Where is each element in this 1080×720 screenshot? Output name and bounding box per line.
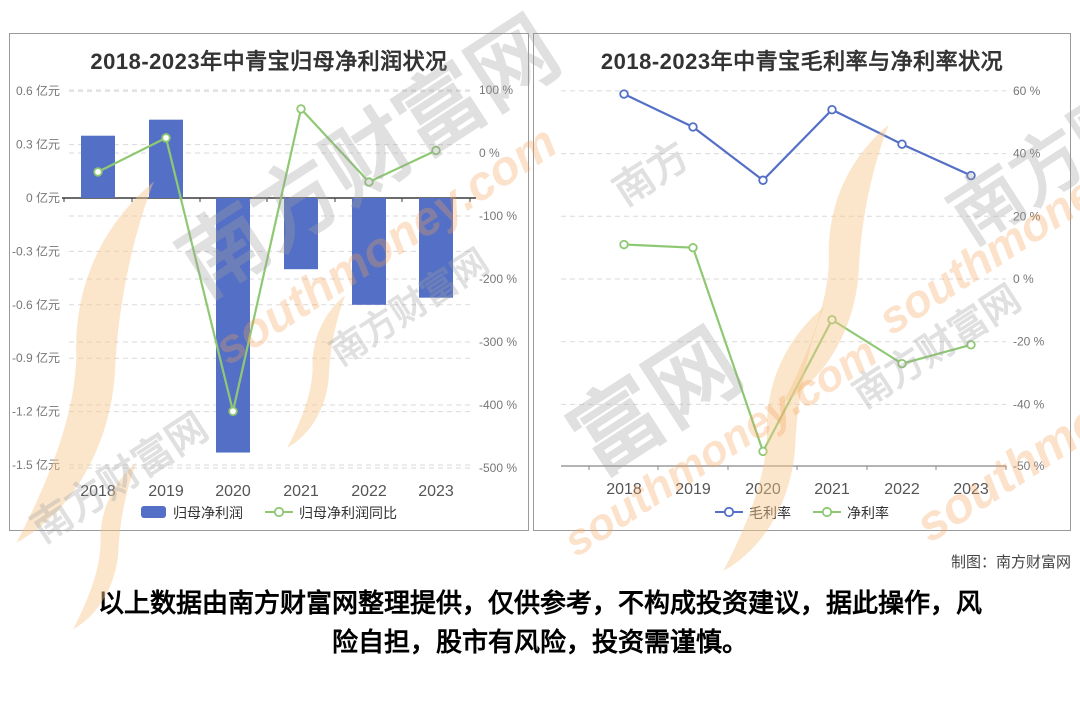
right-axis-tick-label: -200 % [479, 272, 517, 286]
x-axis-label: 2018 [606, 481, 642, 498]
right-axis-tick-label: 60 % [1013, 84, 1041, 98]
right-axis-tick-label: -500 % [479, 461, 517, 475]
毛利率-point-2020 [758, 175, 768, 185]
yoy-point-2022 [364, 177, 374, 187]
x-axis-label: 2020 [745, 481, 781, 498]
left-axis-tick-label: -0.9 亿元 [12, 350, 60, 365]
毛利率-point-2023 [966, 170, 976, 181]
legend-item-归母净利润: 归母净利润 [141, 503, 243, 523]
x-axis-label: 2021 [283, 483, 319, 500]
yoy-point-2020 [228, 406, 238, 416]
yoy-point-2018 [93, 167, 103, 177]
bar-2022 [352, 198, 386, 305]
毛利率-point-2021 [827, 105, 837, 115]
left-axis-tick-label: -1.5 亿元 [12, 457, 60, 472]
yoy-point-2019 [161, 133, 171, 143]
x-axis-label: 2019 [148, 483, 184, 500]
right-axis-tick-label: -300 % [479, 335, 517, 349]
legend-bar-swatch [141, 505, 167, 522]
净利率-line [623, 243, 972, 455]
left-axis-tick-label: -1.2 亿元 [12, 404, 60, 419]
净利率-point-2022 [897, 358, 907, 369]
x-axis-label: 2020 [215, 483, 251, 500]
legend-label: 归母净利润 [173, 505, 243, 521]
毛利率-point-2018 [619, 89, 629, 99]
x-axis-label: 2023 [418, 483, 454, 500]
left-axis-tick-label: 0.3 亿元 [16, 137, 60, 152]
margin-chart-title: 2018-2023年中青宝毛利率与净利率状况 [600, 49, 1004, 74]
x-axis-label: 2018 [80, 483, 116, 500]
x-axis-label: 2023 [953, 481, 989, 498]
净利率-point-2023 [966, 340, 976, 350]
disclaimer-text: 以上数据由南方财富网整理提供，仅供参考，不构成投资建议，据此操作，风 险自担，股… [40, 584, 1040, 662]
left-axis-tick-label: 0 亿元 [26, 190, 60, 205]
legend-item-归母净利润同比: 归母净利润同比 [265, 503, 397, 523]
margin-chart: 60 % 40 % 20 % 0 % -20 % -40 % -50 % 2018 2019 20… [561, 84, 1045, 498]
right-axis-tick-label: -400 % [479, 398, 517, 412]
x-axis-label: 2019 [675, 481, 711, 498]
left-axis-tick-label: 0.6 亿元 [16, 83, 60, 98]
yoy-line [97, 106, 437, 412]
net-profit-chart-legend: 归母净利润 归母净利润同比 [10, 503, 528, 523]
legend-line-marker [813, 505, 841, 522]
毛利率-point-2019 [688, 122, 698, 132]
净利率-point-2018 [619, 239, 629, 250]
x-axis-label: 2021 [814, 481, 850, 498]
legend-label: 毛利率 [749, 505, 791, 521]
毛利率-line [623, 93, 972, 182]
legend-line-marker [265, 505, 293, 522]
net-profit-chart-panel: 2018-2023年中青宝归母净利润状况 0.6 亿元 0.3 亿元 0 亿元 -0.… [9, 33, 529, 531]
disclaimer-line-1: 以上数据由南方财富网整理提供，仅供参考，不构成投资建议，据此操作，风 [97, 588, 982, 618]
legend-label: 归母净利润同比 [299, 505, 397, 521]
left-axis-tick-label: -0.3 亿元 [12, 243, 60, 258]
right-axis-tick-label: -100 % [479, 209, 517, 223]
bar-2023 [419, 198, 453, 298]
right-axis-tick-label: 0 % [479, 146, 500, 160]
right-axis-tick-label: 40 % [1013, 147, 1041, 161]
bar-2021 [284, 198, 318, 270]
净利率-point-2021 [827, 315, 837, 325]
right-axis-tick-label: -40 % [1013, 397, 1045, 411]
right-axis-tick-label: 0 % [1013, 272, 1034, 286]
legend-item-毛利率: 毛利率 [715, 503, 791, 523]
legend-label: 净利率 [847, 505, 889, 521]
yoy-point-2023 [431, 145, 441, 156]
net-profit-chart: 0.6 亿元 0.3 亿元 0 亿元 -0.3 亿元 -0.6 亿元 -0.9 亿元 -1.… [12, 83, 517, 500]
right-axis-tick-label: -20 % [1013, 335, 1045, 349]
margin-chart-legend: 毛利率 净利率 [534, 503, 1070, 523]
margin-chart-panel: 2018-2023年中青宝毛利率与净利率状况 60 % 40 % 20 % 0 % -2… [533, 33, 1071, 531]
credit-line: 制图：南方财富网 [950, 554, 1071, 571]
right-axis-tick-label: 100 % [479, 83, 513, 97]
legend-item-净利率: 净利率 [813, 503, 889, 523]
x-axis-label: 2022 [351, 483, 387, 500]
毛利率-point-2022 [897, 139, 907, 149]
disclaimer-line-2: 险自担，股市有风险，投资需谨慎。 [331, 627, 748, 657]
right-axis-tick-label: -50 % [1013, 459, 1045, 473]
right-axis-tick-label: 20 % [1013, 209, 1041, 223]
legend-line-marker [715, 505, 743, 522]
left-axis-tick-label: -0.6 亿元 [12, 297, 60, 312]
yoy-point-2021 [296, 104, 306, 114]
净利率-point-2019 [688, 242, 698, 253]
净利率-point-2020 [758, 446, 768, 457]
net-profit-chart-title: 2018-2023年中青宝归母净利润状况 [90, 49, 448, 74]
x-axis-label: 2022 [884, 481, 920, 498]
